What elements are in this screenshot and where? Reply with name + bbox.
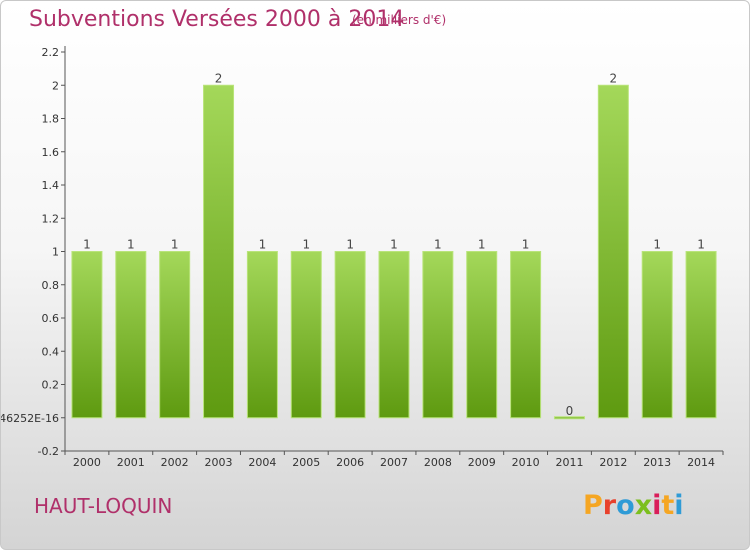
bar-2008[interactable] <box>422 251 454 419</box>
brand-letter: i <box>652 490 662 521</box>
x-tick-label: 2011 <box>555 456 583 469</box>
data-label: 1 <box>478 238 486 252</box>
bar-2012[interactable] <box>597 84 629 419</box>
y-tick-label: 1 <box>52 246 59 259</box>
y-tick-label: 0.2 <box>42 379 60 392</box>
data-label: 1 <box>653 238 661 252</box>
y-tick-label: 1.2 <box>42 212 60 225</box>
data-label: 1 <box>83 238 91 252</box>
x-tick-label: 2002 <box>161 456 189 469</box>
y-tick-label: 1.8 <box>42 113 60 126</box>
bar-2014[interactable] <box>685 251 717 419</box>
bar-2013[interactable] <box>641 251 673 419</box>
x-tick-label: 2005 <box>292 456 320 469</box>
bar-2005[interactable] <box>290 251 322 419</box>
x-tick-label: 2003 <box>205 456 233 469</box>
data-label: 1 <box>522 238 530 252</box>
bar-2007[interactable] <box>378 251 410 419</box>
bar-2009[interactable] <box>466 251 498 419</box>
x-tick-label: 2013 <box>643 456 671 469</box>
y-tick-label: -1.1102230246252E-16 <box>1 412 59 425</box>
data-label: 1 <box>434 238 442 252</box>
data-label: 1 <box>697 238 705 252</box>
x-tick-label: 2012 <box>599 456 627 469</box>
brand-letter: r <box>602 490 617 521</box>
data-label: 1 <box>171 238 179 252</box>
data-label: 1 <box>346 238 354 252</box>
brand-letter: x <box>634 490 653 521</box>
y-tick-label: 2 <box>52 79 59 92</box>
x-tick-label: 2010 <box>512 456 540 469</box>
data-label: 1 <box>390 238 398 252</box>
y-tick-label: 2.2 <box>42 46 60 59</box>
x-tick-label: 2004 <box>248 456 276 469</box>
data-label: 1 <box>302 238 310 252</box>
data-labels-group: 1 1 1 2 1 1 1 1 1 1 1 0 2 1 1 <box>83 71 705 418</box>
y-tick-label: 1.4 <box>42 179 60 192</box>
bar-2010[interactable] <box>510 251 542 419</box>
y-tick-label: 0.8 <box>42 279 60 292</box>
y-tick-label: 1.6 <box>42 146 60 159</box>
bar-2004[interactable] <box>246 251 278 419</box>
x-tick-label: 2014 <box>687 456 715 469</box>
y-axis: -0.2 -1.1102230246252E-16 0.2 0.4 0.6 0.8 1 1.2… <box>1 46 66 458</box>
data-label: 2 <box>610 71 618 85</box>
unit-label: (en milliers d'€) <box>352 13 447 27</box>
location-name: HAUT-LOQUIN <box>34 494 173 518</box>
brand-letter: i <box>674 490 684 521</box>
x-axis: 2000 2001 2002 2003 2004 2005 2006 2007 2008 2009… <box>64 450 724 469</box>
data-label: 2 <box>215 71 223 85</box>
bar-2002[interactable] <box>159 251 191 419</box>
data-label: 1 <box>127 238 135 252</box>
y-tick-label: -0.2 <box>38 445 59 458</box>
bar-2011[interactable] <box>553 416 585 420</box>
bars-group <box>71 84 717 420</box>
x-tick-label: 2006 <box>336 456 364 469</box>
x-tick-label: 2001 <box>117 456 145 469</box>
brand-letter: t <box>661 490 675 521</box>
chart-title: Subventions Versées 2000 à 2014 <box>29 7 405 32</box>
bar-2006[interactable] <box>334 251 366 419</box>
data-label: 0 <box>566 404 574 418</box>
bar-2003[interactable] <box>203 84 235 419</box>
x-tick-label: 2000 <box>73 456 101 469</box>
brand-letter: P <box>583 490 603 521</box>
brand-letter: o <box>616 490 635 521</box>
x-tick-label: 2008 <box>424 456 452 469</box>
x-tick-label: 2009 <box>468 456 496 469</box>
bar-2000[interactable] <box>71 251 103 419</box>
bar-2001[interactable] <box>115 251 147 419</box>
proxiti-logo[interactable]: Proxiti <box>583 490 684 521</box>
y-tick-label: 0.6 <box>42 312 60 325</box>
x-tick-label: 2007 <box>380 456 408 469</box>
data-label: 1 <box>259 238 267 252</box>
y-tick-label: 0.4 <box>42 345 60 358</box>
